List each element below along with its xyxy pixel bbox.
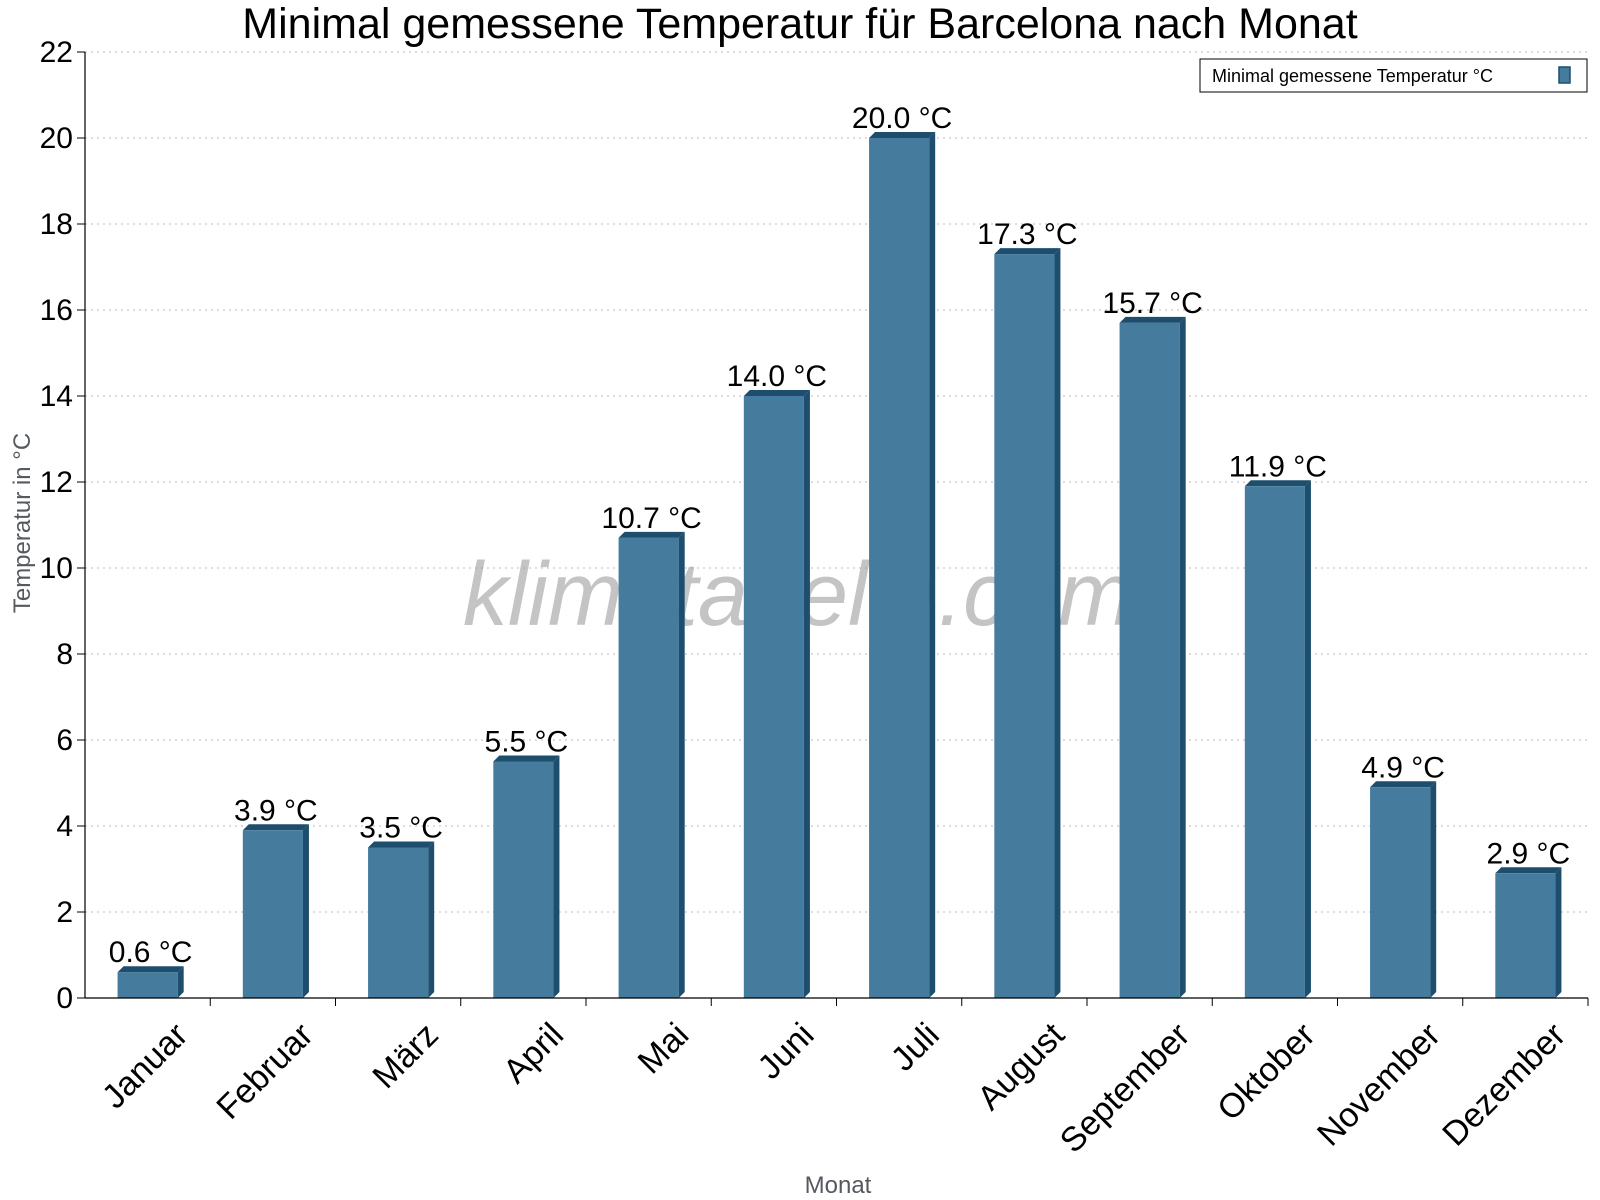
x-tick-label: Oktober bbox=[1210, 1016, 1322, 1128]
legend-box bbox=[1199, 58, 1588, 93]
bar-side bbox=[302, 824, 309, 998]
data-label: 11.9 °C bbox=[1229, 450, 1327, 483]
bar-group: 11.9 °C bbox=[1229, 450, 1327, 998]
data-label: 15.7 °C bbox=[1102, 287, 1202, 320]
bar bbox=[117, 972, 178, 998]
x-tick-label: September bbox=[1053, 1016, 1197, 1160]
bar bbox=[368, 847, 429, 998]
bar-side bbox=[177, 966, 184, 998]
y-tick-label: 8 bbox=[56, 638, 73, 671]
bar-top bbox=[368, 841, 435, 848]
data-label: 14.0 °C bbox=[727, 360, 827, 393]
bar bbox=[1244, 486, 1305, 998]
bar bbox=[493, 761, 554, 998]
y-axis-label: Temperatur in °C bbox=[9, 433, 36, 613]
bar-top bbox=[1244, 480, 1311, 487]
chart-title: Minimal gemessene Temperatur für Barcelo… bbox=[242, 0, 1357, 48]
bar-top bbox=[1370, 781, 1437, 788]
legend-swatch bbox=[1558, 66, 1571, 84]
bars: 0.6 °C 3.9 °C 3.5 °C 5.5 °C 10.7 °C 14.0 °C 20… bbox=[109, 102, 1571, 999]
y-tick-label: 4 bbox=[56, 810, 73, 843]
bar bbox=[618, 537, 679, 998]
legend-label: Minimal gemessene Temperatur °C bbox=[1212, 66, 1493, 86]
bar-group: 2.9 °C bbox=[1487, 837, 1571, 998]
bar-top bbox=[743, 390, 810, 396]
bar bbox=[743, 396, 804, 998]
y-tick-label: 2 bbox=[56, 896, 73, 929]
x-tick-label: Juli bbox=[884, 1016, 947, 1079]
bar-side bbox=[803, 390, 810, 998]
y-tick-label: 16 bbox=[40, 294, 73, 327]
data-label: 0.6 °C bbox=[109, 936, 193, 969]
bar-side bbox=[678, 531, 685, 998]
bar-group: 0.6 °C bbox=[109, 936, 193, 998]
data-label: 2.9 °C bbox=[1487, 837, 1571, 870]
bar-top bbox=[1119, 316, 1186, 323]
bar-top bbox=[869, 132, 936, 138]
x-tick-label: Januar bbox=[95, 1016, 195, 1116]
x-tick-label: Mai bbox=[631, 1016, 697, 1082]
bar bbox=[242, 830, 303, 998]
x-tick-label: November bbox=[1310, 1016, 1448, 1154]
legend: Minimal gemessene Temperatur °C bbox=[1199, 58, 1588, 93]
x-tick-label: Juni bbox=[751, 1016, 822, 1087]
bar-side bbox=[553, 755, 560, 998]
x-tick-label: Dezember bbox=[1435, 1016, 1573, 1154]
bar-group: 10.7 °C bbox=[601, 502, 702, 998]
data-label: 20.0 °C bbox=[852, 102, 952, 135]
bar bbox=[1119, 322, 1180, 998]
bar-top bbox=[1495, 867, 1562, 874]
bar bbox=[994, 254, 1055, 999]
bar-top bbox=[117, 966, 184, 973]
y-tick-label: 12 bbox=[40, 466, 73, 499]
bar bbox=[1495, 873, 1556, 998]
grid bbox=[85, 51, 1588, 913]
y-tick-label: 6 bbox=[56, 724, 73, 757]
bar-group: 3.9 °C bbox=[234, 794, 318, 998]
x-tick-label: März bbox=[365, 1016, 445, 1096]
bar-group: 5.5 °C bbox=[485, 726, 569, 998]
x-axis-label: Monat bbox=[805, 1172, 872, 1199]
y-tick-label: 10 bbox=[40, 552, 73, 585]
bar-top bbox=[493, 755, 560, 762]
y-tick-label: 18 bbox=[40, 208, 73, 241]
data-label: 17.3 °C bbox=[977, 218, 1077, 251]
data-label: 4.9 °C bbox=[1361, 751, 1445, 784]
bar-side bbox=[1054, 248, 1061, 999]
bar bbox=[1370, 787, 1431, 998]
bar-side bbox=[1430, 781, 1437, 998]
x-tick-label: Februar bbox=[209, 1016, 320, 1127]
bar-side bbox=[1179, 316, 1186, 998]
bar-side bbox=[1304, 480, 1311, 998]
y-tick-label: 0 bbox=[56, 982, 73, 1015]
x-tick-label: April bbox=[496, 1016, 571, 1091]
bar-side bbox=[428, 841, 435, 998]
bar-group: 4.9 °C bbox=[1361, 751, 1445, 998]
data-label: 3.9 °C bbox=[234, 794, 318, 827]
x-tick-label: August bbox=[970, 1015, 1072, 1117]
y-tick-label: 20 bbox=[40, 122, 73, 155]
data-label: 10.7 °C bbox=[601, 502, 701, 535]
bar-top bbox=[618, 531, 685, 538]
bar bbox=[869, 138, 930, 998]
data-label: 5.5 °C bbox=[485, 726, 569, 759]
data-label: 3.5 °C bbox=[359, 812, 443, 845]
bar-top bbox=[994, 248, 1061, 255]
bar-group: 14.0 °C bbox=[727, 360, 827, 998]
y-tick-label: 14 bbox=[40, 380, 73, 413]
bar-group: 3.5 °C bbox=[359, 812, 443, 998]
bar-group: 17.3 °C bbox=[977, 218, 1078, 999]
bar-side bbox=[929, 132, 936, 998]
bar-top bbox=[242, 824, 309, 831]
bar-group: 15.7 °C bbox=[1102, 287, 1203, 998]
y-tick-label: 22 bbox=[40, 36, 73, 69]
bar-group: 20.0 °C bbox=[852, 102, 952, 998]
bar-side bbox=[1555, 867, 1562, 998]
